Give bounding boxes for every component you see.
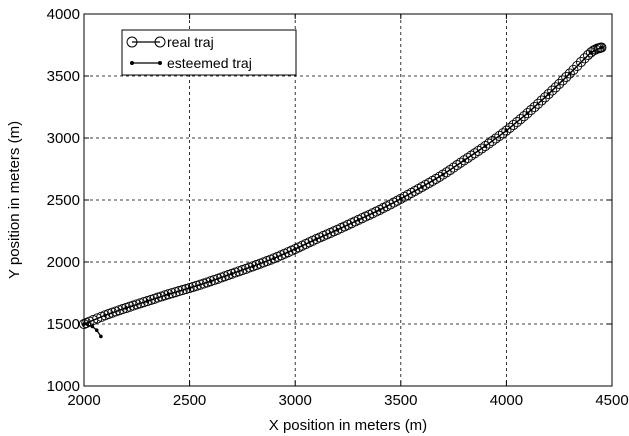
legend-esteemed-traj-marker-left [130, 61, 134, 65]
y-axis-title: Y position in meters (m) [6, 121, 23, 279]
legend-real-traj-marker-left [126, 36, 138, 48]
esteemed-traj-point-5 [124, 306, 128, 310]
y-tick-label-6: 4000 [47, 6, 80, 23]
x-axis-title: X position in meters (m) [269, 417, 427, 434]
real-traj-point-127 [525, 105, 537, 116]
x-tick-label-5: 4500 [595, 392, 628, 409]
real-traj-point-141 [575, 56, 587, 68]
y-tick-label-3: 2500 [47, 192, 80, 209]
axis-ticks [83, 13, 613, 387]
legend-esteemed-traj-marker-right [158, 61, 162, 65]
real-traj-point-120 [501, 125, 512, 136]
y-tick-label-2: 2000 [47, 254, 80, 271]
x-tick-labels: 2000 2500 3000 3500 4000 4500 [67, 392, 628, 409]
real-traj-point-105 [448, 162, 459, 173]
real-traj-point-135 [554, 78, 565, 89]
esteemed-traj-point-15 [335, 228, 340, 232]
esteemed-traj-series [82, 45, 604, 339]
esteemed-traj-point-4 [103, 313, 107, 318]
esteemed-traj-point-19 [420, 185, 424, 189]
legend-box [121, 29, 297, 76]
real-traj-point-111 [469, 148, 480, 159]
grid-lines [84, 14, 612, 386]
legend-real-traj-marker-right [154, 36, 166, 48]
esteemed-traj-point-24 [525, 111, 530, 115]
real-traj-point-122 [508, 119, 519, 131]
y-tick-labels: 1000 1500 2000 2500 3000 3500 4000 [47, 6, 80, 395]
legend-esteemed-traj-label: esteemed traj [167, 55, 252, 71]
real-traj-point-121 [504, 122, 515, 133]
esteemed-traj-point-21 [462, 158, 467, 163]
esteemed-traj-point-2 [90, 324, 95, 329]
real-traj-point-106 [452, 160, 463, 171]
esteemed-traj-point-8 [187, 286, 192, 290]
esteemed-traj-point-11 [251, 264, 255, 269]
esteemed-traj-point-26 [568, 71, 572, 76]
real-traj-point-126 [522, 108, 533, 119]
x-tick-label-2: 3000 [279, 392, 312, 409]
real-traj-point-142 [579, 53, 590, 64]
real-traj-point-128 [529, 101, 540, 113]
real-traj-point-132 [543, 88, 554, 100]
esteemed-traj-point-9 [208, 279, 213, 284]
real-traj-point-124 [515, 114, 526, 125]
esteemed-traj-point-1 [94, 328, 99, 333]
real-traj-point-113 [476, 143, 487, 154]
real-traj-point-131 [540, 92, 551, 103]
esteemed-traj-point-17 [377, 208, 382, 212]
y-tick-label-1: 1500 [47, 316, 80, 333]
real-traj-point-123 [511, 117, 523, 128]
real-traj-point-139 [568, 64, 579, 75]
esteemed-traj-point-18 [399, 197, 403, 201]
esteemed-traj-point-25 [546, 92, 551, 96]
x-tick-label-0: 2000 [67, 392, 100, 409]
real-traj-point-116 [487, 136, 498, 147]
esteemed-traj-point-12 [272, 256, 276, 261]
real-traj-point-27 [173, 286, 185, 297]
real-traj-point-117 [490, 133, 501, 144]
esteemed-traj-point-0 [99, 334, 103, 339]
esteemed-traj-point-22 [483, 144, 488, 148]
real-traj-point-118 [494, 130, 505, 141]
x-tick-label-4: 4000 [490, 392, 523, 409]
y-tick-label-5: 3500 [47, 68, 80, 85]
real-traj-point-134 [550, 82, 561, 93]
y-tick-label-4: 3000 [47, 130, 80, 147]
x-tick-label-1: 2500 [173, 392, 206, 409]
real-traj-point-140 [572, 60, 583, 71]
real-traj-point-119 [497, 128, 508, 139]
x-tick-label-3: 3500 [384, 392, 417, 409]
esteemed-traj-point-13 [293, 247, 298, 251]
real-traj-point-104 [445, 164, 456, 176]
real-traj-point-136 [557, 75, 568, 86]
real-traj-point-133 [547, 85, 558, 96]
esteemed-traj-point-23 [504, 128, 509, 133]
real-traj-point-137 [561, 71, 572, 83]
esteemed-traj-point-28 [599, 45, 604, 50]
real-traj-point-138 [564, 68, 575, 79]
y-tick-label-0: 1000 [47, 378, 80, 395]
real-traj-point-114 [480, 141, 491, 152]
esteemed-traj-point-14 [314, 237, 319, 241]
esteemed-traj-point-10 [230, 272, 234, 276]
esteemed-traj-point-6 [145, 299, 150, 303]
esteemed-traj-point-20 [441, 172, 445, 177]
real-traj-point-130 [536, 95, 547, 106]
legend: real traj esteemed traj [121, 29, 297, 76]
legend-real-traj-label: real traj [167, 34, 214, 50]
real-traj-point-150 [596, 42, 607, 53]
real-traj-point-125 [518, 111, 530, 122]
real-traj-point-109 [462, 152, 473, 164]
real-traj-point-129 [533, 98, 544, 109]
esteemed-traj-point-27 [589, 50, 593, 55]
real-traj-point-115 [483, 138, 494, 149]
esteemed-traj-point-16 [356, 218, 361, 222]
esteemed-traj-point-7 [166, 292, 171, 297]
